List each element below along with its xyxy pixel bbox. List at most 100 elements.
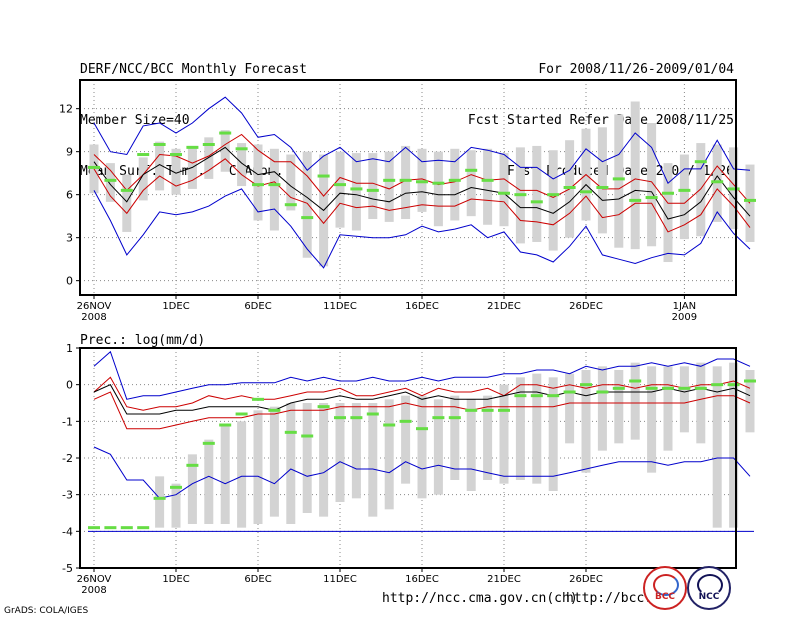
temp-ensemble-box bbox=[614, 114, 624, 248]
ncc-logo-text: NCC bbox=[698, 592, 720, 602]
temp-mean-line bbox=[93, 146, 751, 220]
prec-observed-mark bbox=[530, 394, 543, 398]
temp-ytick-label: 3 bbox=[66, 232, 73, 245]
prec-ensemble-box bbox=[499, 384, 509, 484]
temp-ensemble-box bbox=[253, 144, 263, 221]
temp-observed-mark bbox=[235, 147, 248, 151]
header-right: For 2008/11/26-2009/01/04 Fcst Started R… bbox=[468, 27, 734, 197]
temp-observed-mark bbox=[432, 181, 445, 185]
prec-ensemble-box bbox=[581, 370, 591, 473]
prec-ensemble-box bbox=[187, 454, 197, 524]
prec-ytick-label: -5 bbox=[62, 562, 73, 575]
temp-ensemble-box bbox=[302, 151, 312, 258]
temp-ytick-label: 0 bbox=[66, 275, 73, 288]
temp-xtick-label: 26NOV bbox=[77, 301, 112, 312]
prec-xtick-label: 6DEC bbox=[244, 574, 271, 585]
prec-observed-mark bbox=[219, 423, 232, 427]
prec-xtick-label: 11DEC bbox=[323, 574, 357, 585]
temp-ensemble-box bbox=[269, 148, 279, 231]
temp-ensemble-box bbox=[122, 174, 132, 232]
prec-ensemble-box bbox=[614, 370, 624, 444]
temp-ensemble-box bbox=[499, 153, 509, 227]
temp-xtick-label: 6DEC bbox=[244, 301, 271, 312]
prec-observed-mark bbox=[678, 386, 691, 390]
temp-observed-mark bbox=[678, 188, 691, 192]
temp-ensemble-box bbox=[204, 137, 214, 179]
prec-ensemble-box bbox=[237, 421, 247, 528]
temp-ensemble-box bbox=[335, 151, 345, 228]
prec-xtick-label: 26DEC bbox=[569, 574, 603, 585]
temp-xtick-label: 1JAN bbox=[673, 301, 696, 312]
prec-ensemble-box bbox=[171, 483, 181, 528]
prec-ensemble-box bbox=[401, 395, 411, 484]
prec-observed-mark bbox=[727, 383, 740, 387]
temp-observed-mark bbox=[186, 145, 199, 149]
temp-ensemble-box bbox=[679, 154, 689, 240]
prec-observed-mark bbox=[186, 463, 199, 467]
temp-observed-mark bbox=[711, 180, 724, 184]
temp-ensemble-box bbox=[384, 151, 394, 222]
temp-observed-mark bbox=[694, 160, 707, 164]
prec-ensemble-box bbox=[532, 373, 542, 484]
temp-ensemble-box bbox=[450, 148, 460, 221]
temp-observed-mark bbox=[252, 183, 264, 187]
prec-observed-mark bbox=[744, 379, 756, 383]
temp-ensemble-box bbox=[696, 143, 706, 237]
precip-panel-title: Prec.: log(mm/d) bbox=[80, 333, 206, 348]
ncc-logo: NCC bbox=[687, 566, 731, 610]
prec-ensemble-box bbox=[335, 403, 345, 502]
prec-ensemble-box bbox=[155, 476, 165, 528]
prec-observed-mark bbox=[514, 394, 527, 398]
prec-observed-mark bbox=[170, 485, 182, 489]
prec-ensemble-box bbox=[319, 403, 329, 517]
prec-observed-mark bbox=[580, 383, 592, 387]
temp-observed-mark bbox=[301, 216, 314, 220]
prec-ensemble-box bbox=[548, 377, 558, 491]
temp-observed-mark bbox=[416, 180, 428, 184]
prec-observed-mark bbox=[711, 383, 724, 387]
prec-ensemble-box bbox=[302, 403, 312, 513]
prec-observed-mark bbox=[137, 526, 150, 530]
temp-observed-mark bbox=[481, 178, 494, 182]
prec-ytick-label: -3 bbox=[62, 489, 73, 502]
temp-observed-mark bbox=[580, 190, 592, 194]
prec-observed-mark bbox=[563, 390, 576, 394]
temp-ytick-label: 9 bbox=[66, 146, 73, 159]
temp-ensemble-box bbox=[401, 145, 411, 220]
prec-observed-mark bbox=[120, 526, 133, 530]
temp-ensemble-box bbox=[548, 150, 558, 251]
temp-xtick-label: 11DEC bbox=[323, 301, 357, 312]
temp-observed-mark bbox=[366, 188, 379, 192]
temp-observed-mark bbox=[268, 183, 281, 187]
temp-observed-mark bbox=[104, 178, 117, 182]
prec-observed-mark bbox=[88, 526, 100, 530]
temp-ytick-label: 6 bbox=[66, 189, 73, 202]
temp-observed-mark bbox=[530, 200, 543, 204]
bcc-emblem-icon bbox=[653, 574, 679, 596]
temp-xtick-label: 21DEC bbox=[487, 301, 521, 312]
header-period: For 2008/11/26-2009/01/04 bbox=[538, 62, 734, 77]
prec-ensemble-box bbox=[368, 403, 378, 517]
prec-ensemble-box bbox=[679, 366, 689, 433]
temp-xtick-sublabel: 2009 bbox=[672, 312, 697, 323]
prec-ensemble-box bbox=[450, 395, 460, 480]
header-title: DERF/NCC/BCC Monthly Forecast bbox=[80, 62, 307, 77]
prec-xtick-sublabel: 2008 bbox=[81, 585, 106, 596]
temp-observed-mark bbox=[399, 178, 412, 182]
prec-ensemble-box bbox=[597, 366, 607, 451]
temp-ensemble-box bbox=[532, 145, 542, 242]
temp-observed-mark bbox=[137, 153, 150, 157]
prec-xtick-label: 21DEC bbox=[487, 574, 521, 585]
prec-ensemble-box bbox=[483, 395, 493, 480]
temp-observed-mark bbox=[88, 165, 100, 169]
footer-url-bcc[interactable]: http://bcc. bbox=[566, 591, 653, 606]
temp-observed-mark bbox=[153, 143, 166, 146]
temp-xtick-label: 16DEC bbox=[405, 301, 439, 312]
prec-observed-mark bbox=[547, 394, 560, 398]
temp-observed-mark bbox=[170, 153, 182, 157]
footer-url-ncc[interactable]: http://ncc.cma.gov.cn(ch) bbox=[382, 591, 578, 606]
prec-observed-mark bbox=[235, 412, 248, 416]
prec-ytick-label: 0 bbox=[66, 379, 73, 392]
temp-ensemble-box bbox=[155, 141, 165, 191]
temp-lower-line bbox=[93, 158, 751, 233]
